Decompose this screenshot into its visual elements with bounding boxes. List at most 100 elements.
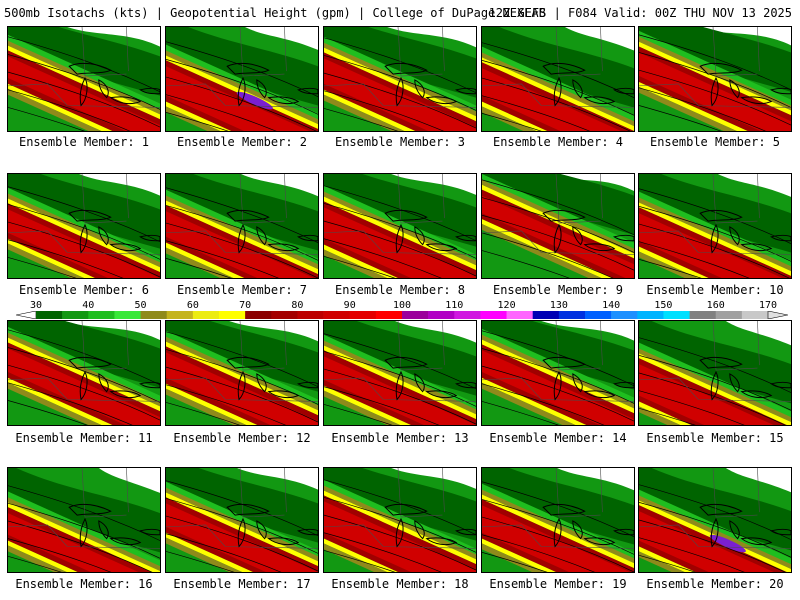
ensemble-member-label: Ensemble Member: 1 xyxy=(18,135,150,149)
great-lakes-outline xyxy=(226,356,318,401)
colorbar-tick-label: 90 xyxy=(343,300,356,311)
colorbar-tick-label: 110 xyxy=(445,300,464,311)
height-contour xyxy=(166,205,318,261)
calm-area xyxy=(244,27,318,50)
height-contour xyxy=(482,95,591,131)
ensemble-member-label: Ensemble Member: 13 xyxy=(331,431,469,445)
colorbar-swatch xyxy=(637,311,664,319)
colorbar-swatch xyxy=(402,311,429,319)
colorbar-tick-label: 130 xyxy=(549,300,568,311)
ensemble-map xyxy=(324,468,476,572)
jet-max-110kt xyxy=(709,534,746,553)
height-contour xyxy=(482,534,595,572)
ensemble-map xyxy=(639,321,791,425)
wind-70kt-band xyxy=(166,200,318,275)
wind-60kt-band xyxy=(8,332,160,407)
height-contour xyxy=(324,238,442,278)
calm-area xyxy=(391,174,476,195)
wind-60kt-band xyxy=(482,52,634,127)
calm-area xyxy=(725,321,791,346)
height-contour xyxy=(8,400,88,425)
height-contour xyxy=(324,497,476,553)
height-contour xyxy=(324,368,476,425)
political-boundaries xyxy=(324,27,476,108)
jet-core xyxy=(324,350,476,425)
wind-60kt-band xyxy=(166,537,242,572)
height-contour xyxy=(8,257,77,278)
height-contour xyxy=(166,402,241,425)
ensemble-member-label: Ensemble Member: 8 xyxy=(334,283,466,297)
height-contour xyxy=(324,532,442,572)
colorbar-tick-label: 50 xyxy=(134,300,147,311)
height-contour xyxy=(8,364,160,421)
height-contour xyxy=(166,515,318,572)
height-contour xyxy=(166,533,282,572)
jet-core xyxy=(324,201,476,278)
great-lakes-outline xyxy=(384,356,476,401)
wind-60kt-band xyxy=(8,88,102,131)
height-contour xyxy=(324,404,393,425)
height-contour xyxy=(166,498,318,554)
ensemble-member-label: Ensemble Member: 16 xyxy=(15,577,153,591)
height-contour xyxy=(639,519,786,572)
ensemble-map xyxy=(166,27,318,131)
great-lakes-outline xyxy=(699,62,791,107)
height-contour xyxy=(639,537,745,572)
colorbar-tick-label: 60 xyxy=(186,300,199,311)
height-contour xyxy=(482,250,570,278)
colorbar-high-arrow xyxy=(767,311,788,319)
colorbar-swatch xyxy=(192,311,220,319)
height-contour xyxy=(639,87,766,131)
height-contour xyxy=(8,36,160,93)
colorbar-low-arrow xyxy=(16,311,37,319)
colorbar-swatch xyxy=(741,311,769,319)
colorbar-tick-label: 30 xyxy=(29,300,43,311)
height-contour xyxy=(324,220,476,277)
height-contour xyxy=(166,349,318,405)
wind-50kt-band xyxy=(324,185,476,263)
calm-area xyxy=(564,27,634,51)
colorbar-swatch xyxy=(349,311,377,319)
wind-70kt-band xyxy=(639,353,791,425)
height-contour xyxy=(482,330,634,387)
colorbar-swatch xyxy=(271,311,298,319)
wind-60kt-band xyxy=(8,243,84,278)
jet-core-inner xyxy=(324,58,476,131)
ensemble-map xyxy=(8,27,160,131)
ensemble-member-label: Ensemble Member: 7 xyxy=(176,283,308,297)
height-contour xyxy=(482,516,634,572)
political-boundaries xyxy=(166,27,318,108)
colorbar-tick-label: 150 xyxy=(654,300,673,311)
colorbar-swatch xyxy=(219,311,246,319)
height-contour xyxy=(8,107,85,131)
height-contour xyxy=(639,34,791,91)
height-contour xyxy=(324,479,476,536)
jet-core xyxy=(8,203,160,278)
height-contour xyxy=(8,329,160,386)
ensemble-map xyxy=(482,468,634,572)
political-boundaries xyxy=(639,174,791,255)
colorbar-swatch xyxy=(532,311,560,319)
calm-area xyxy=(237,468,318,490)
height-contour xyxy=(166,551,235,572)
wind-60kt-band xyxy=(8,497,160,572)
wind-60kt-band xyxy=(166,106,221,131)
wind-60kt-band xyxy=(8,193,160,268)
political-boundaries xyxy=(639,468,791,549)
ensemble-map xyxy=(166,321,318,425)
wind-40kt-zone xyxy=(482,468,634,545)
ensemble-member-label: Ensemble Member: 2 xyxy=(176,135,308,149)
wind-70kt-band xyxy=(482,339,634,414)
political-boundaries xyxy=(8,321,160,402)
jet-core-inner xyxy=(482,350,634,425)
height-contour xyxy=(166,41,318,97)
colorbar-tick-label: 160 xyxy=(706,300,725,311)
ensemble-map-panel xyxy=(638,26,792,132)
ensemble-member-label: Ensemble Member: 9 xyxy=(492,283,624,297)
colorbar-tick-label: 140 xyxy=(602,300,621,311)
height-contour xyxy=(324,72,476,129)
wind-60kt-band xyxy=(166,195,318,270)
ensemble-map-panel xyxy=(7,467,161,573)
great-lakes-outline xyxy=(542,62,634,107)
